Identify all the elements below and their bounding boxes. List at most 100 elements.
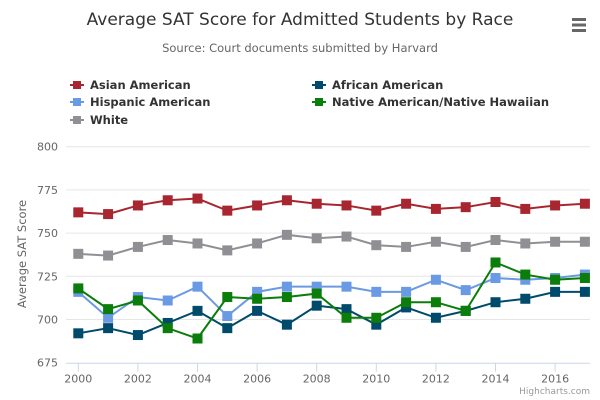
data-point[interactable] (371, 312, 382, 323)
data-point[interactable] (132, 241, 143, 252)
data-point[interactable] (252, 293, 263, 304)
data-point[interactable] (371, 205, 382, 216)
data-point[interactable] (550, 200, 561, 211)
data-point[interactable] (132, 330, 143, 341)
data-point[interactable] (579, 198, 590, 209)
data-point[interactable] (252, 238, 263, 249)
data-point[interactable] (490, 257, 501, 268)
data-point[interactable] (281, 195, 292, 206)
data-point[interactable] (311, 288, 322, 299)
data-point[interactable] (252, 305, 263, 316)
data-point[interactable] (579, 286, 590, 297)
data-point[interactable] (550, 236, 561, 247)
data-point[interactable] (520, 293, 531, 304)
data-point[interactable] (281, 319, 292, 330)
data-point[interactable] (192, 305, 203, 316)
legend-label: Native American/Native Hawaiian (332, 95, 549, 109)
data-point[interactable] (252, 286, 263, 297)
data-point[interactable] (341, 200, 352, 211)
legend-marker-icon (315, 81, 323, 89)
data-point[interactable] (311, 281, 322, 292)
data-point[interactable] (430, 203, 441, 214)
data-point[interactable] (222, 245, 233, 256)
data-point[interactable] (73, 283, 84, 294)
legend-item[interactable]: African American (312, 78, 443, 92)
data-point[interactable] (401, 302, 412, 313)
data-point[interactable] (103, 323, 114, 334)
data-point[interactable] (490, 196, 501, 207)
data-point[interactable] (341, 304, 352, 315)
data-point[interactable] (192, 238, 203, 249)
data-point[interactable] (460, 202, 471, 213)
data-point[interactable] (490, 235, 501, 246)
credits-link[interactable]: Highcharts.com (519, 387, 590, 397)
data-point[interactable] (73, 207, 84, 218)
data-point[interactable] (162, 323, 173, 334)
data-point[interactable] (430, 297, 441, 308)
legend-item[interactable]: Native American/Native Hawaiian (312, 95, 549, 109)
data-point[interactable] (430, 312, 441, 323)
legend-item[interactable]: Asian American (70, 78, 191, 92)
data-point[interactable] (341, 281, 352, 292)
data-point[interactable] (371, 286, 382, 297)
data-point[interactable] (460, 241, 471, 252)
y-axis: 800 775 750 725 700 675 (37, 141, 58, 370)
data-point[interactable] (222, 311, 233, 322)
data-point[interactable] (520, 274, 531, 285)
data-point[interactable] (490, 297, 501, 308)
data-point[interactable] (311, 300, 322, 311)
series-group (73, 193, 590, 344)
series-line (78, 197, 585, 216)
data-point[interactable] (401, 198, 412, 209)
data-point[interactable] (311, 233, 322, 244)
data-point[interactable] (162, 195, 173, 206)
data-point[interactable] (520, 269, 531, 280)
data-point[interactable] (162, 235, 173, 246)
data-point[interactable] (132, 200, 143, 211)
data-point[interactable] (103, 209, 114, 220)
legend-item[interactable]: White (70, 113, 128, 127)
data-point[interactable] (371, 319, 382, 330)
data-point[interactable] (550, 274, 561, 285)
data-point[interactable] (401, 297, 412, 308)
data-point[interactable] (103, 304, 114, 315)
data-point[interactable] (460, 305, 471, 316)
data-point[interactable] (371, 240, 382, 251)
data-point[interactable] (192, 281, 203, 292)
data-point[interactable] (401, 241, 412, 252)
data-point[interactable] (579, 236, 590, 247)
data-point[interactable] (73, 328, 84, 339)
data-point[interactable] (550, 286, 561, 297)
data-point[interactable] (579, 273, 590, 284)
x-tick-label: 2004 (184, 373, 212, 386)
data-point[interactable] (341, 312, 352, 323)
data-point[interactable] (162, 295, 173, 306)
data-point[interactable] (192, 333, 203, 344)
legend-item[interactable]: Hispanic American (70, 95, 210, 109)
data-point[interactable] (430, 236, 441, 247)
legend-marker-icon (315, 98, 323, 106)
data-point[interactable] (132, 295, 143, 306)
data-point[interactable] (401, 286, 412, 297)
data-point[interactable] (103, 312, 114, 323)
data-point[interactable] (281, 292, 292, 303)
data-point[interactable] (341, 231, 352, 242)
data-point[interactable] (222, 323, 233, 334)
data-point[interactable] (490, 273, 501, 284)
data-point[interactable] (192, 193, 203, 204)
data-point[interactable] (222, 292, 233, 303)
data-point[interactable] (281, 281, 292, 292)
chart-subtitle: Source: Court documents submitted by Har… (162, 41, 438, 55)
data-point[interactable] (222, 205, 233, 216)
data-point[interactable] (252, 200, 263, 211)
data-point[interactable] (162, 317, 173, 328)
data-point[interactable] (103, 250, 114, 261)
data-point[interactable] (73, 248, 84, 259)
data-point[interactable] (460, 285, 471, 296)
hamburger-menu-icon[interactable] (570, 16, 586, 34)
data-point[interactable] (520, 238, 531, 249)
data-point[interactable] (311, 198, 322, 209)
data-point[interactable] (430, 274, 441, 285)
data-point[interactable] (281, 229, 292, 240)
data-point[interactable] (520, 203, 531, 214)
